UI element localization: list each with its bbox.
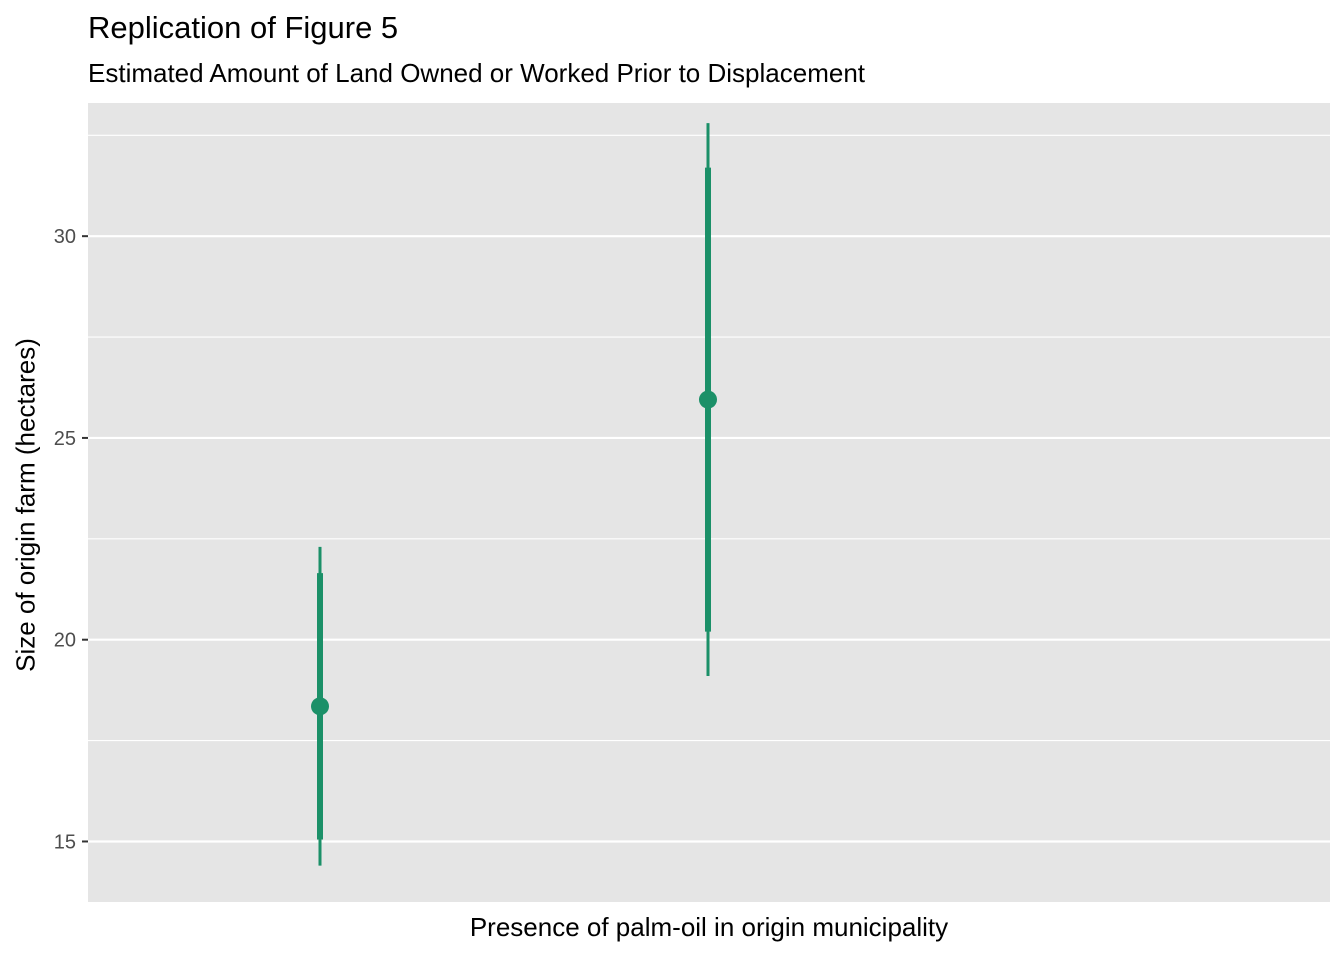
point-estimate (699, 390, 717, 409)
y-tick-label: 25 (54, 428, 76, 450)
point-estimate (311, 697, 329, 716)
y-tick-label: 30 (54, 226, 76, 248)
chart-title: Replication of Figure 5 (88, 10, 399, 45)
y-tick-label: 15 (54, 831, 76, 853)
chart-subtitle: Estimated Amount of Land Owned or Worked… (88, 58, 866, 88)
x-axis-label: Presence of palm-oil in origin municipal… (469, 912, 949, 942)
y-tick-label: 20 (54, 630, 76, 652)
